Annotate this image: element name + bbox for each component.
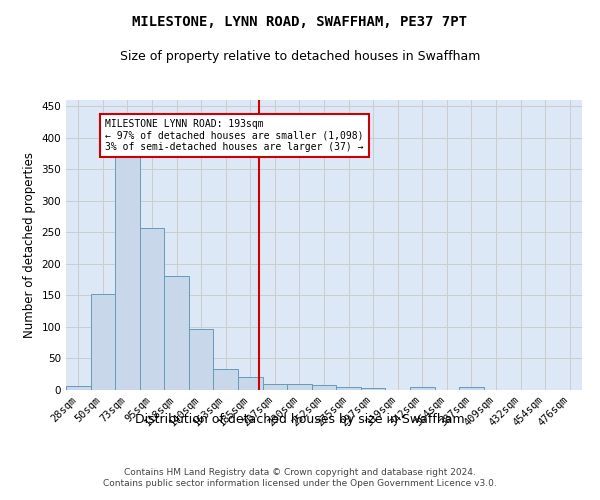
Bar: [287, 384, 312, 390]
Bar: [214, 368, 238, 390]
Bar: [140, 228, 164, 390]
Text: MILESTONE, LYNN ROAD, SWAFFHAM, PE37 7PT: MILESTONE, LYNN ROAD, SWAFFHAM, PE37 7PT: [133, 15, 467, 29]
Bar: [115, 154, 140, 390]
Bar: [336, 388, 361, 390]
Bar: [312, 385, 336, 390]
Bar: [189, 329, 214, 390]
Bar: [66, 386, 91, 390]
Bar: [361, 388, 385, 390]
Text: Distribution of detached houses by size in Swaffham: Distribution of detached houses by size …: [135, 412, 465, 426]
Y-axis label: Number of detached properties: Number of detached properties: [23, 152, 36, 338]
Bar: [164, 276, 189, 390]
Text: Size of property relative to detached houses in Swaffham: Size of property relative to detached ho…: [120, 50, 480, 63]
Bar: [459, 387, 484, 390]
Bar: [91, 294, 115, 390]
Bar: [238, 378, 263, 390]
Bar: [410, 387, 434, 390]
Bar: [263, 384, 287, 390]
Text: MILESTONE LYNN ROAD: 193sqm
← 97% of detached houses are smaller (1,098)
3% of s: MILESTONE LYNN ROAD: 193sqm ← 97% of det…: [106, 119, 364, 152]
Text: Contains HM Land Registry data © Crown copyright and database right 2024.
Contai: Contains HM Land Registry data © Crown c…: [103, 468, 497, 487]
